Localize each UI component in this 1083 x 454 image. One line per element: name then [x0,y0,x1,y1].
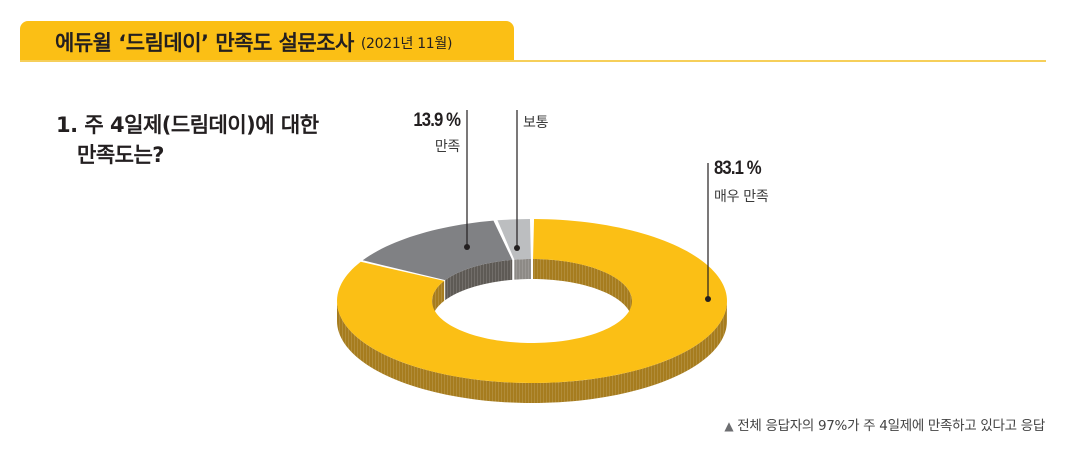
donut-slices [337,219,727,383]
header-divider [20,60,1046,62]
slice-1 [362,220,513,281]
question-title: 1. 주 4일제(드림데이)에 대한 만족도는? [56,110,319,170]
leader-lines [464,110,711,302]
label-satisfied-name: 만족 [434,139,460,155]
header-date: (2021년 11월) [360,35,453,52]
donut-outer-walls [337,301,727,403]
footnote-text: 전체 응답자의 97%가 주 4일제에 만족하고 있다고 응답 [737,418,1045,434]
label-very-satisfied-pct: 83.1 % [714,158,762,179]
label-very-satisfied-name: 매우 만족 [714,189,769,205]
footnote: ▲ 전체 응답자의 97%가 주 4일제에 만족하고 있다고 응답 [724,414,1045,434]
question-line-2: 만족도는? [77,143,164,167]
header-tab: 에듀윌 ‘드림데이’ 만족도 설문조사 (2021년 11월) [20,21,514,62]
donut-inner-walls [432,259,632,321]
label-satisfied-pct: 13.9 % [413,110,461,131]
label-neutral-name: 보통 [523,115,549,131]
header-title: 에듀윌 ‘드림데이’ 만족도 설문조사 [55,30,354,55]
question-line-1: 1. 주 4일제(드림데이)에 대한 [56,113,319,137]
slice-0 [337,219,727,383]
triangle-up-icon: ▲ [724,419,734,433]
slice-2 [497,219,531,260]
